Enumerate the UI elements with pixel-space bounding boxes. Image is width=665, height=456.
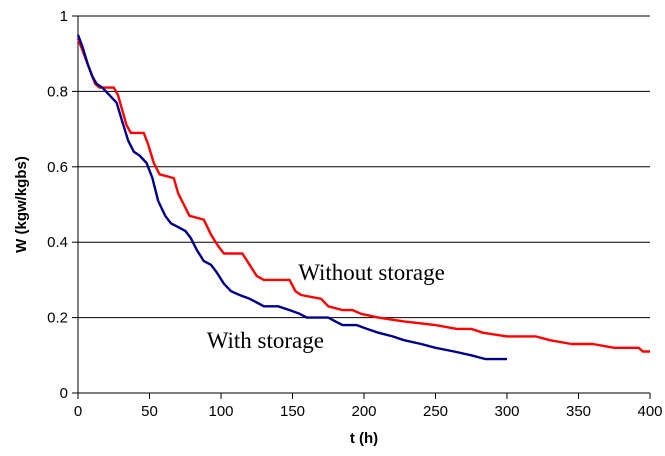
x-tick-label-4: 200 xyxy=(351,403,376,420)
x-tick-label-5: 250 xyxy=(423,403,448,420)
series-layer xyxy=(76,34,650,361)
y-axis-ticks: 0 0.2 0.4 0.6 0.8 1 xyxy=(47,8,78,402)
gridlines xyxy=(78,15,650,319)
x-tick-label-6: 300 xyxy=(494,403,519,420)
y-axis-label: W (kgw/kgbs) xyxy=(13,156,30,253)
x-tick-label-8: 400 xyxy=(637,403,662,420)
y-tick-label-2: 0.4 xyxy=(47,234,68,251)
annotations: Without storage With storage xyxy=(207,260,445,353)
x-axis-ticks: 0 50 100 150 200 250 300 350 400 xyxy=(74,393,663,420)
x-tick-label-2: 100 xyxy=(208,403,233,420)
y-tick-label-4: 0.8 xyxy=(47,83,68,100)
x-tick-label-7: 350 xyxy=(566,403,591,420)
annotation-1: With storage xyxy=(207,328,324,353)
series-line-1 xyxy=(76,34,507,361)
y-tick-label-1: 0.2 xyxy=(47,310,68,327)
x-tick-label-1: 50 xyxy=(141,403,158,420)
y-tick-label-0: 0 xyxy=(60,385,68,402)
x-axis-label: t (h) xyxy=(350,430,378,447)
plot-area-frame xyxy=(77,16,650,394)
x-tick-label-0: 0 xyxy=(74,403,82,420)
annotation-0: Without storage xyxy=(298,260,445,285)
y-tick-label-5: 1 xyxy=(60,8,68,25)
x-tick-label-3: 150 xyxy=(280,403,305,420)
y-tick-label-3: 0.6 xyxy=(47,159,68,176)
series-line-0 xyxy=(76,38,650,353)
